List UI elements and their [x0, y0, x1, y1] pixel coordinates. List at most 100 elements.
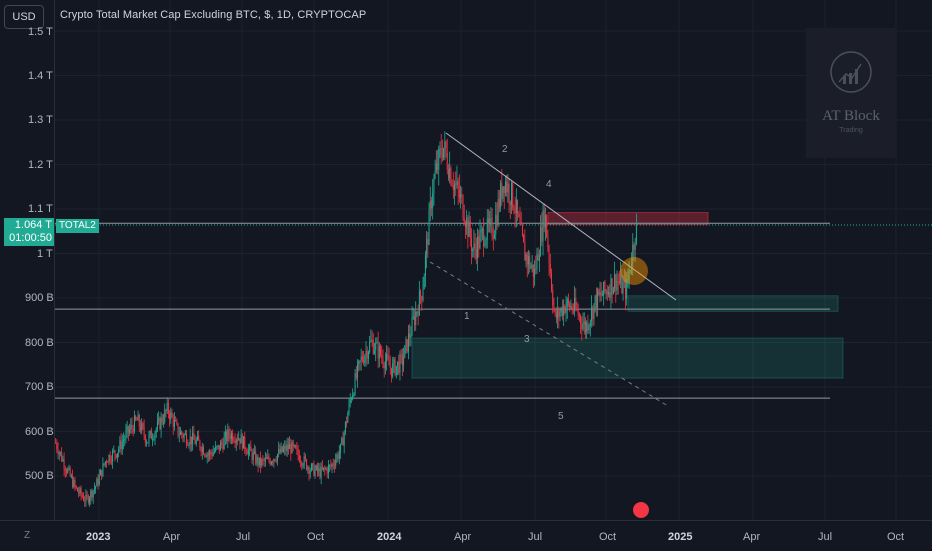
candle-body [397, 361, 399, 366]
candle-body [102, 463, 104, 477]
candle-body [170, 412, 172, 420]
candle-body [367, 351, 369, 359]
candle-body [273, 459, 275, 463]
candle-body [370, 339, 372, 342]
candle-body [609, 292, 611, 298]
candle-body [599, 292, 601, 295]
candle-body [338, 452, 340, 459]
candle-body [63, 459, 65, 469]
candle-body [531, 264, 533, 267]
candle-body [79, 488, 81, 494]
candle-body [269, 460, 271, 465]
candle-body [64, 468, 66, 471]
candle-body [441, 155, 443, 158]
candle-body [184, 434, 186, 436]
candle-body [576, 307, 578, 310]
candle-body [95, 486, 97, 489]
candle-body [471, 238, 472, 251]
candle-body [83, 496, 84, 501]
candle-body [262, 459, 264, 461]
candle-body [266, 458, 268, 460]
candle-body [234, 441, 236, 443]
candle-body [309, 470, 311, 474]
candle-body [610, 278, 612, 298]
candle-body [264, 458, 266, 462]
candle-body [167, 402, 169, 414]
candle-body [461, 194, 463, 196]
candle-body [612, 288, 614, 294]
candle-body [369, 341, 371, 352]
candle-body [297, 448, 299, 456]
candle-body [92, 490, 94, 498]
x-tick: Jul [236, 531, 251, 543]
candle-body [586, 322, 588, 333]
candle-body [331, 463, 333, 467]
candle-body [164, 409, 166, 422]
candle-body [257, 456, 259, 466]
last-price-value: 1.064 T [14, 219, 52, 231]
candle-body [629, 269, 631, 272]
candle-body [483, 229, 485, 247]
last-price-badge: 1.064 T 01:00:50 [4, 218, 54, 246]
candle-body [220, 442, 221, 451]
candle-body [166, 402, 168, 411]
candle-body [272, 462, 274, 464]
candle-body [552, 290, 554, 306]
price-axis[interactable] [0, 0, 55, 520]
candle-body [281, 446, 283, 452]
candle-body [416, 311, 418, 313]
candle-body [148, 434, 150, 443]
candle-body [180, 431, 181, 435]
candle-body [143, 426, 145, 436]
candle-body [605, 290, 607, 292]
timezone-label[interactable]: Z [24, 530, 31, 541]
candle-body [302, 465, 304, 467]
candle-body [401, 355, 403, 366]
candle-body [304, 456, 306, 460]
candle-body [121, 441, 123, 450]
candle-body [206, 454, 208, 458]
candle-body [307, 467, 309, 470]
candle-body [537, 253, 539, 261]
candle-body [149, 430, 151, 435]
candle-body [112, 450, 114, 462]
candle-body [312, 463, 314, 465]
candle-body [233, 440, 235, 442]
candle-body [626, 279, 628, 299]
candle-body [249, 445, 251, 450]
candle-body [372, 339, 374, 354]
candle-body [451, 184, 453, 187]
time-axis[interactable] [0, 520, 932, 551]
candle-body [594, 295, 596, 304]
candle-body [593, 303, 595, 320]
candle-body [591, 307, 593, 321]
candle-body [557, 308, 559, 319]
candle-body [221, 442, 223, 445]
logo-subtitle: Trading [839, 127, 863, 134]
candle-body [460, 194, 462, 198]
candle-body [217, 445, 219, 447]
candle-body [551, 272, 553, 291]
wave-label-2: 2 [502, 144, 508, 155]
candle-body [598, 289, 600, 295]
candle-body [390, 367, 392, 377]
candle-body [84, 500, 86, 502]
candle-body [412, 316, 414, 318]
candle-body [175, 420, 177, 422]
us-flag-icon[interactable] [631, 500, 651, 520]
candle-body [606, 290, 608, 295]
currency-button[interactable]: USD [4, 5, 44, 29]
candle-body [76, 487, 78, 492]
candle-body [500, 183, 502, 208]
price-chart[interactable] [0, 0, 932, 520]
candle-body [85, 494, 87, 502]
candle-body [523, 234, 525, 243]
candle-body [519, 216, 521, 225]
candle-body [375, 342, 377, 351]
candle-body [332, 463, 334, 466]
candle-body [420, 291, 422, 297]
candle-body [232, 433, 234, 441]
support-zone [627, 295, 839, 312]
candle-body [549, 263, 551, 273]
